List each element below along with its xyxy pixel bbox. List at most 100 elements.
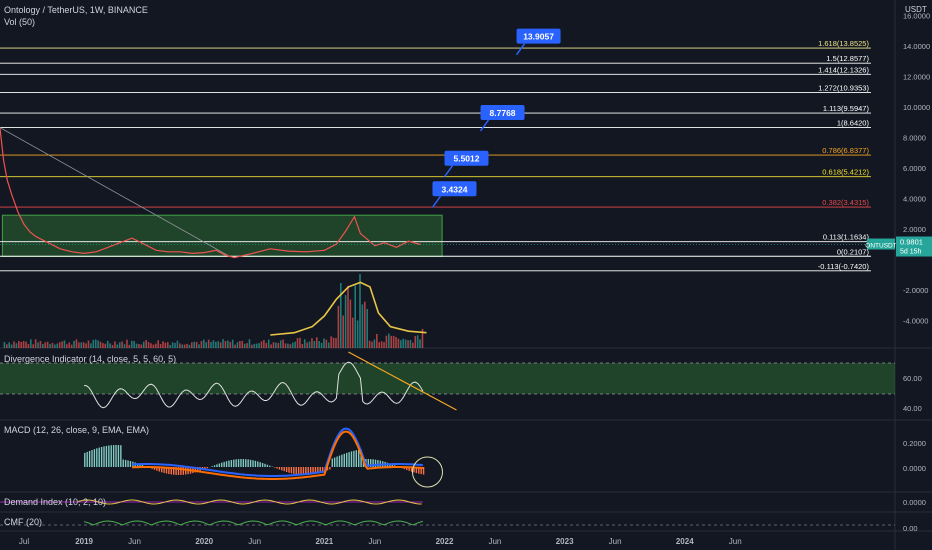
volume-bar [253, 343, 256, 348]
cmf-line [83, 520, 424, 526]
price-axis: 16.0000 14.0000 12.0000 10.0000 8.0000 6.0000… [903, 11, 930, 325]
macd-histogram-bar [276, 467, 278, 469]
macd-histogram-bar [345, 452, 348, 467]
volume-bar [419, 339, 421, 348]
time-tick-label: Jun [609, 537, 622, 546]
volume-bar [351, 317, 354, 348]
volume-bar [174, 342, 176, 348]
volume-bar [373, 339, 376, 348]
macd-histogram-bar [91, 450, 93, 467]
last-price-badge [896, 236, 932, 257]
trend-line[interactable] [0, 127, 229, 257]
macd-histogram-bar [156, 467, 158, 471]
volume-bar [203, 339, 205, 348]
volume-bar [219, 342, 222, 348]
volume-bar [308, 341, 311, 348]
volume-bar [416, 335, 419, 348]
volume-bar [234, 344, 236, 348]
symbol-tag-badge [867, 238, 895, 250]
time-axis: Jul 2019 Jun 2020 Jun 2021 Jun 2022 Jun 2023 Jun 20… [19, 537, 742, 546]
macd-histogram-bar [353, 450, 355, 467]
demand-tick-label: 0.0000 [903, 498, 926, 507]
price-tick-label: 2.0000 [903, 225, 926, 234]
macd-histogram-bar [302, 467, 305, 475]
volume-bar [104, 343, 107, 348]
macd-histogram-bar [206, 467, 209, 469]
price-tick-label: 14.0000 [903, 42, 930, 51]
volume-bar [147, 342, 150, 348]
fib-level-label: 0.113(1.1634) [823, 233, 870, 242]
volume-bar [138, 343, 140, 348]
volume-bar [339, 283, 342, 348]
volume-bar [212, 340, 215, 348]
volume-bar [337, 305, 340, 348]
macd-histogram-bar [307, 467, 309, 475]
macd-signal-line [132, 430, 423, 480]
time-tick-label: 2022 [436, 537, 454, 546]
volume-bar [145, 339, 147, 348]
macd-histogram-bar [420, 467, 422, 475]
volume-bar [128, 344, 131, 348]
macd-histogram-bar [98, 447, 100, 467]
macd-histogram-bar [182, 467, 185, 475]
target-value: 13.9057 [523, 32, 554, 42]
macd-histogram-bar [245, 459, 247, 467]
macd-histogram-bar [389, 463, 391, 467]
volume-bar [207, 339, 210, 348]
macd-histogram-bar [96, 448, 98, 467]
price-tick-label: -2.0000 [903, 286, 928, 295]
macd-histogram-bar [204, 467, 206, 470]
volume-bar [356, 320, 359, 348]
volume-bar [359, 273, 361, 348]
macd-histogram-bar [233, 459, 235, 467]
volume-bar [229, 341, 232, 348]
fib-level-label: 1(8.6420) [837, 119, 870, 128]
volume-bar [402, 338, 405, 348]
macd-histogram-bar [122, 459, 124, 467]
macd-histogram-bar [360, 449, 362, 467]
volume-bar [85, 343, 87, 348]
fib-level-label: 1.113(9.5947) [823, 104, 870, 113]
target-pointer [431, 195, 442, 208]
volume-bar [378, 342, 381, 348]
price-tick-label: 8.0000 [903, 133, 926, 142]
volume-bar [56, 343, 59, 348]
cmf-pane-label: CMF (20) [4, 517, 42, 527]
volume-bar [25, 341, 27, 348]
volume-bar [287, 343, 289, 348]
macd-histogram-bar [317, 467, 319, 474]
macd-tick-label: 0.2000 [903, 439, 926, 448]
volume-bar [404, 339, 407, 348]
time-tick-label: Jun [248, 537, 261, 546]
target-labels: 13.9057 8.7768 5.5012 3.4324 [431, 28, 561, 208]
macd-histogram-bar [117, 445, 120, 467]
macd-histogram-bar [211, 466, 213, 467]
volume-bar [364, 301, 366, 348]
volume-bar [3, 342, 6, 348]
macd-histogram-bar [326, 467, 329, 471]
macd-histogram-bar [283, 467, 285, 472]
bar-countdown: 5d 15h [900, 249, 922, 256]
macd-histogram-bar [124, 459, 127, 467]
volume-bar [239, 341, 241, 348]
macd-histogram-bar [288, 467, 290, 473]
volume-bar [154, 343, 157, 348]
demand-index-line [77, 499, 422, 505]
volume-bar [241, 340, 244, 348]
macd-histogram-bar [305, 467, 307, 475]
macd-histogram-bar [257, 461, 259, 467]
volume-bar [176, 340, 179, 348]
time-tick-label: Jun [368, 537, 381, 546]
volume-bar [63, 340, 66, 348]
target-pointer [443, 165, 454, 178]
macd-histogram-bar [216, 464, 218, 467]
volume-bar [243, 343, 246, 348]
macd-histogram-bar [225, 461, 228, 467]
macd-histogram-bar [350, 451, 353, 467]
macd-histogram-bar [413, 467, 415, 473]
macd-histogram-bar [213, 465, 216, 467]
time-tick-label: 2020 [195, 537, 213, 546]
macd-histogram-bar [197, 467, 199, 472]
macd-histogram-bar [336, 456, 338, 467]
